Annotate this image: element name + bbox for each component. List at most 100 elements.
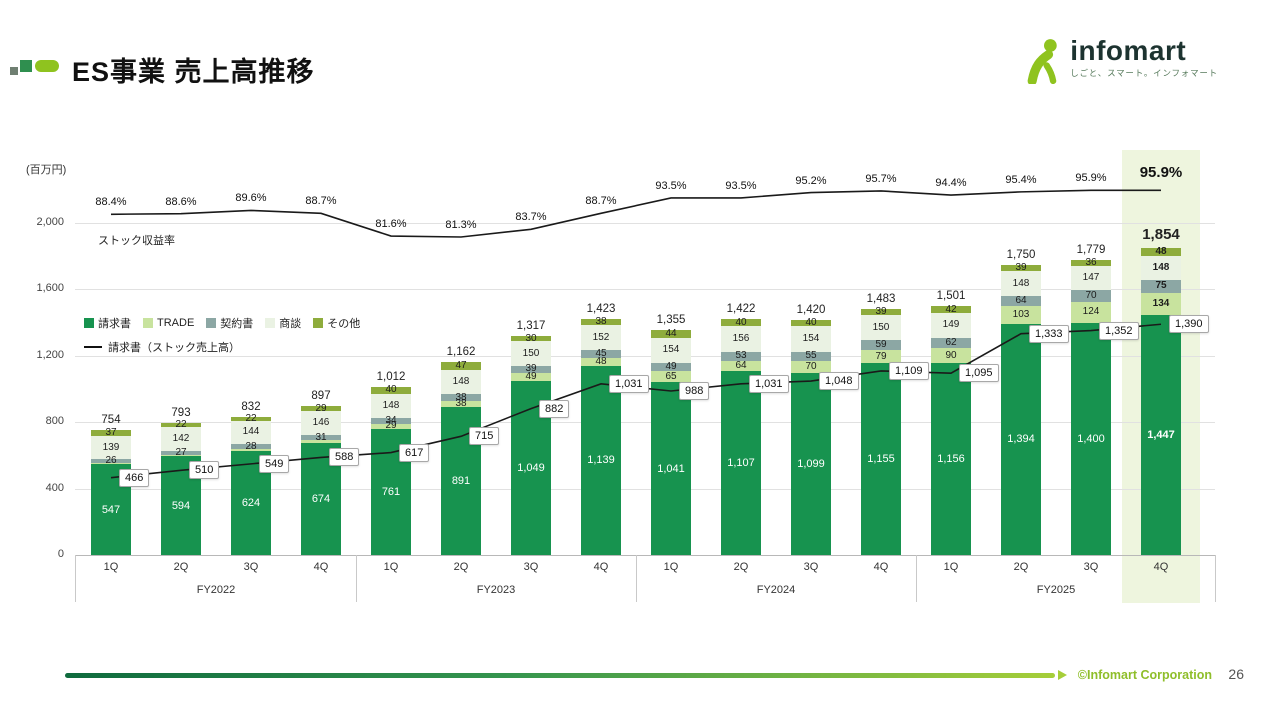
segment-value-label: 148 — [1012, 277, 1030, 289]
segment-value-label: 103 — [1012, 309, 1030, 321]
stock-value-box: 466 — [119, 468, 150, 487]
bar-segment-other: 48 — [1141, 246, 1181, 256]
title-decoration-icon — [8, 54, 64, 80]
bar-segment-other: 36 — [1071, 258, 1111, 268]
segment-value-label: 1,155 — [867, 453, 895, 466]
title-decoration-pill — [35, 60, 59, 72]
stock-rate-line-label: ストック収益率 — [98, 235, 175, 247]
bar-group: 44 154 49 65 1,041 — [651, 329, 691, 555]
stock-rate-value: 95.4% — [1005, 173, 1037, 186]
legend-item: その他 — [313, 315, 360, 331]
fy-label: FY2024 — [756, 584, 796, 596]
bar-segment-other: 40 — [791, 317, 831, 327]
axis-baseline — [75, 555, 1215, 556]
y-axis-tick: 0 — [57, 548, 64, 560]
bar-total-label: 1,501 — [936, 290, 966, 303]
bar-total-label: 1,162 — [446, 346, 476, 359]
page-title: ES事業 売上高推移 — [72, 57, 315, 87]
legend-item: 請求書 — [84, 315, 131, 331]
segment-value-label: 149 — [942, 319, 960, 331]
segment-value-label: 674 — [311, 493, 331, 506]
infomart-logo-tagline: しごと、スマート。インフォマート — [1070, 68, 1218, 78]
bar-segment-invoice: 1,041 — [651, 382, 691, 555]
infomart-logo-icon — [1027, 39, 1057, 84]
y-axis-tick: 800 — [45, 415, 64, 428]
fy-label: FY2025 — [1036, 584, 1076, 596]
legend-label: 商談 — [279, 318, 302, 330]
stock-rate-value: 88.6% — [165, 195, 197, 208]
stock-rate-value: 81.6% — [375, 218, 407, 231]
bar-segment-contract: 55 — [791, 351, 831, 361]
bar-segment-negotiation: 149 — [931, 313, 971, 338]
fy-label: FY2022 — [196, 584, 236, 596]
bar-group: 40 156 53 64 1,107 — [721, 317, 761, 555]
y-axis-tick: 1,600 — [36, 282, 64, 295]
grid-line — [75, 223, 1215, 224]
segment-value-label: 624 — [241, 497, 261, 510]
footer-accent-bar — [65, 673, 1055, 678]
title-decoration-square — [10, 67, 18, 75]
infomart-logo: infomart しごと、スマート。インフォマート — [1024, 36, 1218, 84]
stock-rate-value: 95.9% — [1075, 172, 1107, 185]
bar-segment-invoice: 1,139 — [581, 365, 621, 555]
segment-value-label: 150 — [522, 347, 540, 359]
segment-value-label: 144 — [242, 426, 260, 438]
quarter-label: 4Q — [873, 561, 889, 573]
y-axis-tick: 400 — [45, 481, 64, 494]
bar-segment-invoice: 1,156 — [931, 363, 971, 555]
quarter-label: 1Q — [383, 561, 399, 573]
bar-total-label: 1,317 — [516, 320, 546, 333]
unit-label: (百万円) — [26, 164, 67, 176]
bar-group: 22 142 27 594 — [161, 420, 201, 555]
stock-rate-value: 88.7% — [585, 195, 617, 208]
segment-value-label: 891 — [451, 474, 471, 487]
segment-value-label: 48 — [1155, 245, 1167, 257]
bar-segment-other: 39 — [1001, 263, 1041, 273]
stock-value-box: 549 — [259, 454, 290, 473]
page-number: 26 — [1228, 666, 1244, 682]
legend-swatch — [84, 318, 94, 328]
segment-value-label: 1,394 — [1007, 433, 1035, 446]
group-separator — [75, 555, 76, 602]
segment-value-label: 1,041 — [657, 462, 685, 475]
segment-value-label: 38 — [595, 316, 607, 328]
stock-rate-value: 95.2% — [795, 174, 827, 187]
legend-swatch — [143, 318, 153, 328]
legend-item: 商談 — [265, 315, 301, 331]
segment-value-label: 70 — [805, 360, 817, 372]
bar-group: 40 154 55 70 1,099 — [791, 317, 831, 555]
bar-segment-other: 44 — [651, 329, 691, 339]
bar-segment-negotiation: 154 — [651, 337, 691, 364]
stock-value-box: 1,048 — [819, 372, 859, 391]
footer-accent-arrow — [1058, 670, 1067, 680]
stock-value-box: 715 — [469, 427, 500, 446]
segment-value-label: 152 — [592, 331, 610, 343]
bar-total-label: 1,483 — [866, 292, 896, 305]
segment-value-label: 1,156 — [937, 453, 965, 465]
segment-value-label: 70 — [1085, 290, 1097, 302]
bar-segment-trade: 48 — [581, 356, 621, 366]
bar-group: 42 149 62 90 1,156 — [931, 304, 971, 555]
bar-segment-trade: 90 — [931, 348, 971, 364]
bar-group: 39 150 59 79 1,155 — [861, 307, 901, 555]
bar-segment-negotiation: 154 — [791, 326, 831, 352]
bar-segment-other: 47 — [441, 360, 481, 370]
quarter-label: 3Q — [523, 561, 539, 573]
y-axis-tick: 2,000 — [36, 216, 64, 228]
group-separator — [356, 555, 357, 602]
quarter-label: 3Q — [803, 561, 819, 573]
bar-total-label: 1,854 — [1142, 225, 1180, 243]
bar-segment-contract: 70 — [1071, 290, 1111, 302]
grid-line — [75, 355, 1215, 357]
segment-value-label: 40 — [805, 316, 817, 328]
bar-group: 38 152 45 48 1,139 — [581, 317, 621, 555]
bar-total-label: 1,750 — [1006, 248, 1036, 261]
bar-segment-trade: 134 — [1141, 292, 1181, 315]
stock-value-box: 1,352 — [1099, 321, 1139, 340]
legend-label: 請求書 — [98, 318, 131, 330]
y-axis-tick: 1,200 — [36, 348, 64, 361]
bar-total-label: 1,355 — [656, 314, 686, 327]
segment-value-label: 1,400 — [1077, 432, 1105, 445]
quarter-label: 3Q — [1083, 561, 1099, 573]
footer-copyright: ©Infomart Corporation — [1077, 668, 1212, 682]
